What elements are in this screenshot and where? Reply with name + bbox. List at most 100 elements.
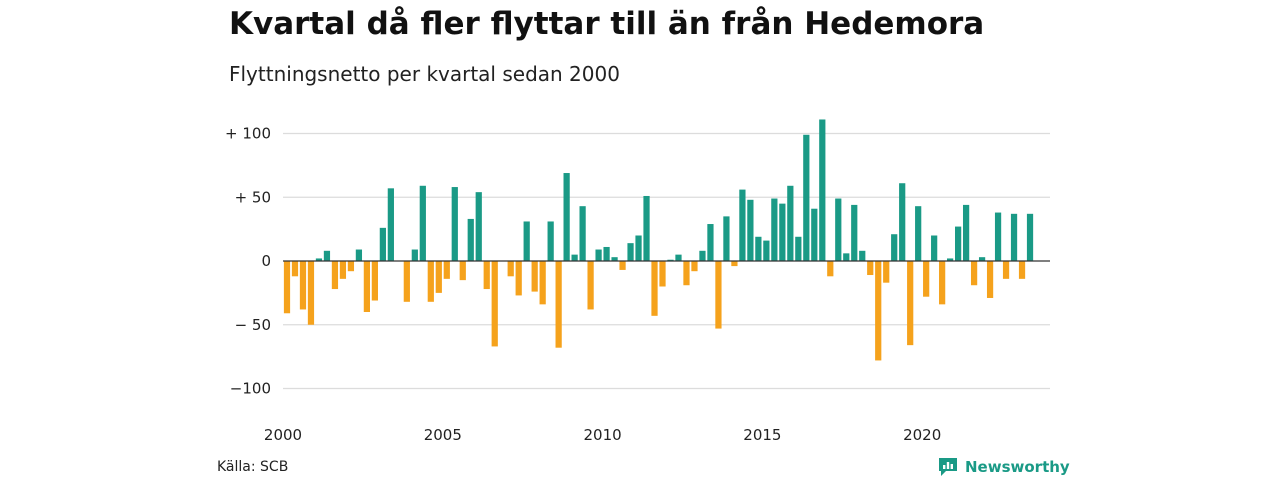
bar-2016Q1 [795, 236, 802, 261]
bar-2004Q1 [411, 249, 418, 261]
bar-2017Q1 [827, 261, 834, 277]
gridlines [283, 132, 1050, 390]
bar-2011Q2 [643, 195, 650, 261]
bar-2006Q3 [491, 261, 498, 347]
bar-2019Q4 [915, 206, 922, 261]
bar-2022Q4 [1010, 213, 1018, 261]
bar-2007Q2 [515, 261, 522, 296]
bar-2010Q3 [619, 261, 626, 270]
bar-2018Q3 [875, 261, 882, 361]
bar-2015Q1 [763, 240, 770, 261]
bar-2022Q3 [1002, 261, 1010, 279]
bar-2012Q3 [683, 261, 690, 286]
bar-2008Q4 [563, 173, 570, 261]
x-tick-label: 2020 [903, 426, 941, 444]
bar-2018Q4 [883, 261, 890, 283]
bar-2008Q3 [555, 261, 562, 348]
bar-2013Q2 [707, 224, 714, 261]
bar-2015Q3 [779, 203, 786, 262]
bar-2000Q2 [291, 261, 299, 277]
y-tick-label: 0 [261, 252, 271, 270]
bar-2009Q2 [579, 206, 586, 261]
y-axis: + 100 + 50 0 − 50 −100 [225, 125, 271, 398]
bar-2016Q3 [811, 208, 818, 261]
bar-2020Q4 [947, 258, 954, 261]
bar-2020Q2 [931, 235, 938, 261]
bar-2023Q2 [1026, 213, 1034, 261]
bar-2015Q2 [771, 198, 778, 261]
bar-2013Q3 [715, 261, 722, 329]
bar-2017Q2 [835, 198, 842, 261]
bar-2005Q2 [451, 187, 458, 261]
bar-2012Q4 [691, 261, 698, 272]
x-tick-label: 2000 [264, 426, 302, 444]
bar-2000Q1 [283, 261, 291, 314]
bar-2016Q2 [803, 134, 810, 261]
bar-2003Q2 [387, 188, 394, 261]
bars [283, 119, 1034, 361]
bar-2018Q2 [867, 261, 874, 276]
bar-2014Q4 [755, 236, 762, 261]
bar-2015Q4 [787, 185, 794, 261]
x-tick-label: 2005 [424, 426, 462, 444]
y-tick-label: − 50 [235, 316, 271, 334]
bar-2017Q4 [851, 204, 858, 261]
bar-2014Q3 [747, 199, 754, 261]
bar-2017Q3 [843, 253, 850, 261]
bar-2022Q1 [986, 261, 994, 298]
bar-2020Q3 [939, 261, 946, 305]
bar-2002Q2 [355, 249, 363, 261]
bar-2004Q2 [419, 185, 426, 261]
bar-2012Q2 [675, 254, 682, 262]
bar-2007Q4 [531, 261, 538, 292]
bar-2007Q1 [507, 261, 514, 277]
bar-2018Q1 [859, 250, 866, 261]
bar-2005Q1 [443, 261, 450, 279]
chart-title: Kvartal då fler flyttar till än från Hed… [229, 6, 985, 42]
bar-2001Q1 [315, 258, 323, 261]
bar-2020Q1 [923, 261, 930, 297]
bar-2002Q1 [347, 261, 355, 272]
bar-2011Q3 [651, 261, 658, 316]
bar-2010Q2 [611, 257, 618, 261]
bar-2000Q3 [299, 261, 307, 310]
bar-2006Q2 [483, 261, 490, 290]
bar-2004Q3 [427, 261, 434, 302]
bar-2012Q1 [667, 259, 674, 261]
bar-2004Q4 [435, 261, 442, 293]
bar-2010Q4 [627, 243, 634, 261]
bar-2005Q3 [459, 261, 466, 281]
bar-2014Q1 [731, 261, 738, 267]
bar-2023Q1 [1018, 261, 1026, 279]
bar-2019Q1 [891, 234, 898, 261]
bar-2021Q4 [978, 257, 986, 261]
chart-subtitle: Flyttningsnetto per kvartal sedan 2000 [229, 62, 620, 86]
source-note: Källa: SCB [217, 459, 289, 475]
bar-2016Q4 [819, 119, 826, 261]
brand-name: Newsworthy [965, 458, 1070, 476]
bar-2001Q3 [331, 261, 339, 290]
bar-2008Q2 [547, 221, 554, 261]
bar-2006Q1 [475, 192, 482, 261]
bar-2010Q1 [603, 246, 610, 261]
bar-2019Q2 [899, 183, 906, 261]
bar-2009Q4 [595, 249, 602, 261]
x-tick-label: 2010 [583, 426, 621, 444]
bar-2011Q1 [635, 235, 642, 261]
bar-2019Q3 [907, 261, 914, 346]
bar-2003Q4 [403, 261, 410, 302]
bar-2021Q2 [962, 204, 970, 261]
bar-2021Q1 [955, 226, 962, 261]
bar-2002Q4 [371, 261, 378, 301]
bar-2000Q4 [307, 261, 315, 325]
bar-2021Q3 [970, 261, 978, 286]
bar-2001Q2 [323, 250, 331, 261]
x-tick-label: 2015 [743, 426, 781, 444]
bar-2008Q1 [539, 261, 546, 305]
bar-2014Q2 [739, 189, 746, 261]
newsworthy-logo-icon [939, 458, 957, 476]
y-tick-label: −100 [230, 380, 271, 398]
bar-2013Q1 [699, 250, 706, 261]
bar-2009Q3 [587, 261, 594, 310]
bar-2003Q1 [379, 227, 386, 261]
